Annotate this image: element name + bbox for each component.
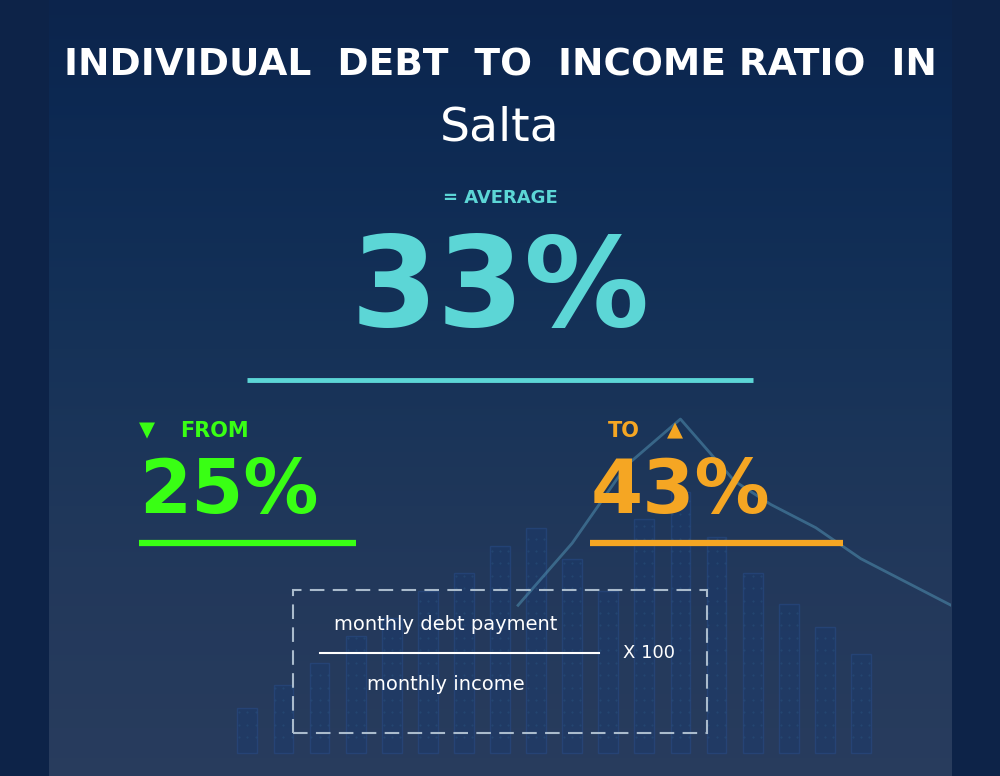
Bar bbox=[490, 546, 510, 753]
Text: INDIVIDUAL  DEBT  TO  INCOME RATIO  IN: INDIVIDUAL DEBT TO INCOME RATIO IN bbox=[64, 48, 936, 84]
Bar bbox=[671, 492, 690, 753]
Bar bbox=[310, 663, 329, 753]
Bar bbox=[382, 618, 402, 753]
Text: = AVERAGE: = AVERAGE bbox=[443, 189, 557, 207]
Bar bbox=[598, 591, 618, 753]
Bar bbox=[526, 528, 546, 753]
Text: 43%: 43% bbox=[590, 456, 770, 529]
Text: FROM: FROM bbox=[180, 421, 248, 441]
Text: 25%: 25% bbox=[139, 456, 319, 529]
Bar bbox=[237, 708, 257, 753]
Text: TO: TO bbox=[608, 421, 640, 441]
Bar bbox=[418, 591, 438, 753]
Text: ▼: ▼ bbox=[139, 421, 155, 441]
Text: Salta: Salta bbox=[440, 106, 560, 151]
Bar bbox=[815, 627, 835, 753]
Bar bbox=[346, 636, 366, 753]
Bar bbox=[274, 685, 293, 753]
Text: monthly income: monthly income bbox=[367, 675, 525, 694]
Bar bbox=[454, 573, 474, 753]
Text: X 100: X 100 bbox=[623, 644, 675, 663]
Bar bbox=[743, 573, 763, 753]
Text: ▲: ▲ bbox=[667, 421, 683, 441]
Text: 33%: 33% bbox=[350, 230, 650, 352]
Bar bbox=[562, 559, 582, 753]
Bar bbox=[851, 653, 871, 753]
Bar bbox=[707, 537, 726, 753]
Text: monthly debt payment: monthly debt payment bbox=[334, 615, 558, 634]
Bar bbox=[779, 605, 799, 753]
Bar bbox=[634, 518, 654, 753]
